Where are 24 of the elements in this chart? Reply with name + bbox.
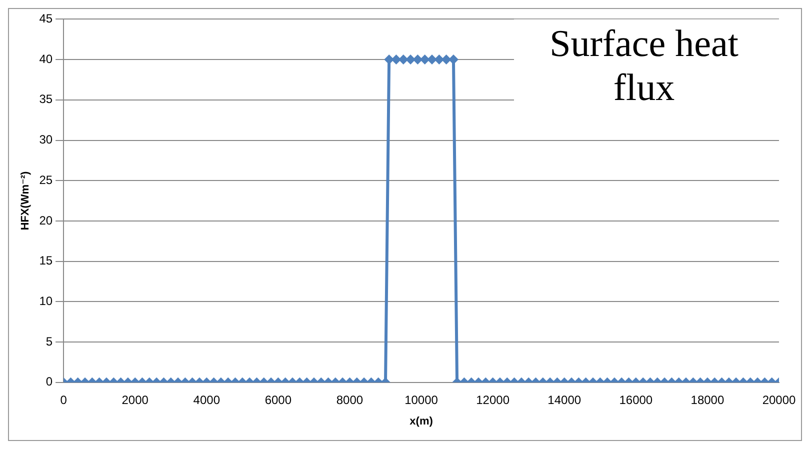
y-tick-label: 35 bbox=[39, 92, 53, 106]
text: Surface heat flux bbox=[550, 23, 739, 110]
y-tick-label: 45 bbox=[39, 12, 53, 26]
y-tick-label: 10 bbox=[39, 294, 53, 308]
y-tick-label: 15 bbox=[39, 254, 53, 268]
x-tick-label: 14000 bbox=[548, 392, 582, 407]
x-axis-title: x(m) bbox=[410, 415, 434, 428]
y-tick-label: 20 bbox=[39, 213, 53, 228]
y-tick-label: 25 bbox=[39, 172, 53, 187]
x-tick-label: 18000 bbox=[690, 392, 724, 407]
y-tick-label: 30 bbox=[39, 132, 53, 147]
y-tick-label: 5 bbox=[46, 334, 53, 348]
x-tick-label: 10000 bbox=[404, 392, 438, 407]
x-tick-label: 6000 bbox=[264, 392, 292, 407]
x-tick-label: 0 bbox=[60, 392, 68, 407]
y-tick-label: 0 bbox=[46, 374, 53, 389]
x-tick-label: 8000 bbox=[336, 392, 364, 407]
x-tick-label: 2000 bbox=[122, 392, 149, 407]
x-tick-label: 20000 bbox=[762, 392, 796, 407]
x-tick-label: 4000 bbox=[193, 392, 220, 407]
y-axis-title: HFX(Wm⁻²) bbox=[20, 170, 32, 230]
x-tick-label: 16000 bbox=[619, 392, 653, 407]
y-tick-label: 40 bbox=[39, 52, 53, 66]
x-tick-label: 12000 bbox=[476, 392, 510, 407]
